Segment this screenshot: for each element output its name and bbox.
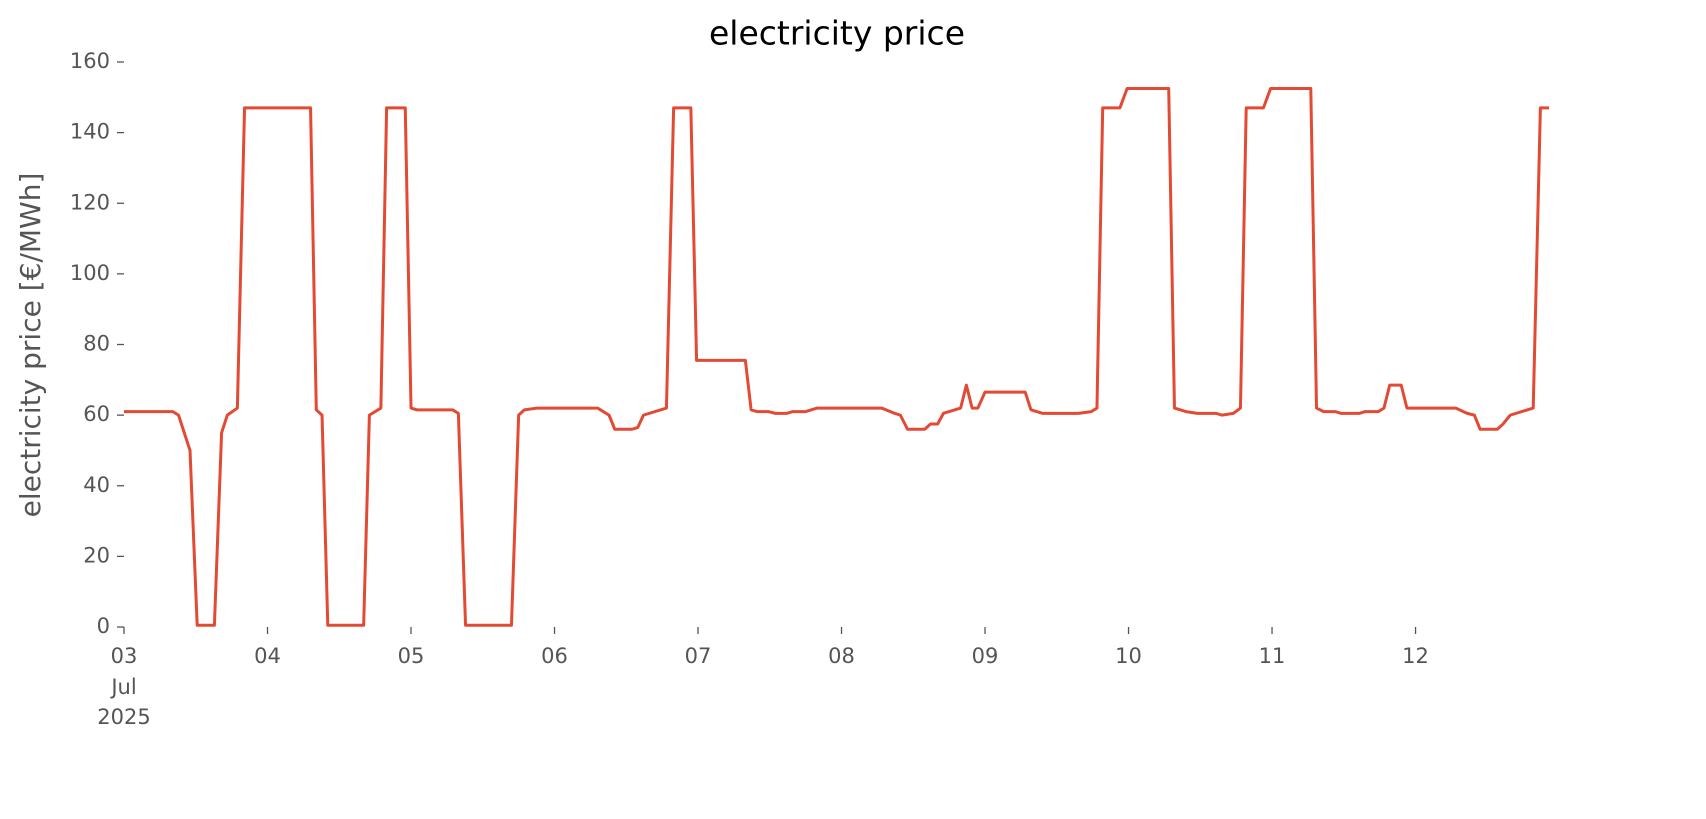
y-tick-label: 60 [83,402,110,426]
y-tick-label: 100 [70,261,110,285]
x-tick-sublabel: Jul [109,675,136,699]
y-tick-label: 40 [83,473,110,497]
x-tick-label: 03 [111,644,138,668]
x-tick-label: 11 [1259,644,1286,668]
y-tick-label: 80 [83,332,110,356]
x-tick-label: 06 [541,644,568,668]
y-axis-label: electricity price [€/MWh] [14,173,47,518]
x-tick-label: 04 [254,644,281,668]
x-tick-label: 08 [828,644,855,668]
y-tick-label: 120 [70,190,110,214]
y-tick-label: 160 [70,49,110,73]
x-tick-label: 07 [685,644,712,668]
x-tick-label: 05 [398,644,425,668]
x-tick-label: 09 [972,644,999,668]
x-tick-label: 10 [1115,644,1142,668]
chart-title: electricity price [709,14,965,53]
price-line [124,86,1549,627]
y-tick-label: 0 [97,614,110,638]
y-tick-label: 140 [70,120,110,144]
x-tick-label: 12 [1402,644,1429,668]
y-tick-label: 20 [83,543,110,567]
x-tick-sublabel: 2025 [97,705,150,729]
